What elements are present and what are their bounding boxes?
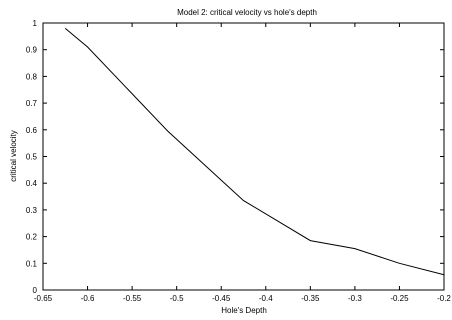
x-tick-label: -0.45 — [212, 294, 231, 303]
x-axis: -0.65 -0.6 -0.55 -0.5 -0.45 -0.4 -0.35 -0.3 -0.2… — [34, 23, 451, 303]
x-tick-label: -0.4 — [259, 294, 273, 303]
y-axis-label: critical velocity — [9, 130, 18, 182]
x-tick-label: -0.2 — [437, 294, 451, 303]
y-tick-label: 0.1 — [26, 259, 38, 268]
y-tick-label: 0.5 — [26, 153, 38, 162]
y-tick-label: 0.7 — [26, 99, 38, 108]
y-tick-label: 0.8 — [26, 72, 38, 81]
x-tick-label: -0.5 — [170, 294, 184, 303]
x-tick-label: -0.65 — [34, 294, 53, 303]
y-tick-label: 0.3 — [26, 206, 38, 215]
y-tick-label: 0 — [33, 286, 38, 295]
y-tick-label: 0.9 — [26, 46, 38, 55]
y-tick-label: 1 — [33, 19, 38, 28]
x-axis-label: Hole's Depth — [221, 306, 267, 315]
y-tick-label: 0.4 — [26, 179, 38, 188]
x-tick-label: -0.3 — [348, 294, 362, 303]
y-tick-label: 0.6 — [26, 126, 38, 135]
series-line — [64, 27, 445, 276]
y-tick-label: 0.2 — [26, 233, 38, 242]
x-tick-label: -0.25 — [390, 294, 409, 303]
x-tick-label: -0.35 — [301, 294, 320, 303]
x-tick-label: -0.6 — [81, 294, 95, 303]
y-axis: 0 0.1 0.2 0.3 0.4 0.5 0.6 0.7 0.8 0.9 1 — [26, 19, 444, 295]
chart-title: Model 2: critical velocity vs hole's dep… — [177, 8, 317, 17]
series-layer — [64, 27, 445, 276]
x-tick-label: -0.55 — [123, 294, 142, 303]
